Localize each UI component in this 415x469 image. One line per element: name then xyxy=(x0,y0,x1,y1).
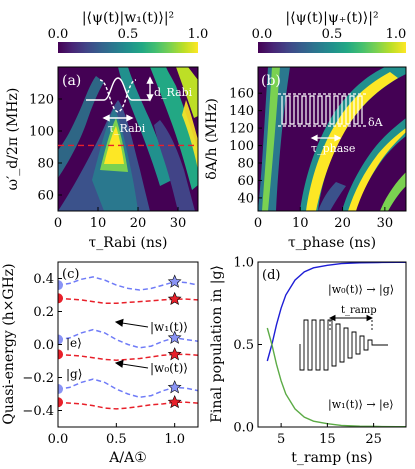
colorbar-b-label: |⟨ψ(t)|ψ₊(t)⟩|² xyxy=(285,10,378,26)
xtick-label: 1.0 xyxy=(164,432,185,447)
colorbar-a-label: |⟨ψ(t)|w₁(t)⟩|² xyxy=(82,10,174,26)
axes-b: 0 10 20 30 40 60 80 100 120 140 160 xyxy=(229,87,393,231)
ytick-label: 1.0 xyxy=(233,256,254,271)
xtick-label: 0 xyxy=(54,216,62,231)
ytick-label: 120 xyxy=(229,122,254,137)
annotation-w1-to-e: |w₁(t)⟩ → |e⟩ xyxy=(328,398,394,412)
xlabel-d: t_ramp (ns) xyxy=(291,450,372,466)
colorbar-b-tick-1: 0.5 xyxy=(322,27,343,42)
xlabel-a: τ_Rabi (ns) xyxy=(89,235,168,251)
annotation-arrows-c xyxy=(114,318,149,369)
colorbar-a-gradient xyxy=(58,42,198,53)
ylabel-d: Final population in |g⟩ xyxy=(209,265,225,423)
ytick-label: 60 xyxy=(37,189,54,204)
colorbar-b-tick-2: 1.0 xyxy=(386,27,407,42)
ytick-label: 0.0 xyxy=(33,338,54,353)
panel-label-a: (a) xyxy=(62,73,81,89)
annotation-w0: |w₀(t)⟩ xyxy=(150,361,188,375)
panel-label-b: (b) xyxy=(261,73,281,89)
plot-c xyxy=(58,274,198,410)
xtick-label: 20 xyxy=(130,216,147,231)
plot-d xyxy=(266,262,406,427)
ytick-label: 0.0 xyxy=(233,421,254,436)
marker-star xyxy=(167,380,182,394)
ytick-label: 140 xyxy=(229,104,254,119)
ytick-label: 0.4 xyxy=(33,272,54,287)
xtick-label: 10 xyxy=(90,216,107,231)
marker-star xyxy=(167,347,182,361)
inset-pulse-a xyxy=(86,76,154,122)
ytick-label: 0.2 xyxy=(33,305,54,320)
ytick-label: −0.2 xyxy=(22,371,54,386)
xtick-label: 15 xyxy=(319,432,336,447)
xtick-label: 20 xyxy=(334,216,351,231)
ytick-label: 80 xyxy=(237,157,254,172)
axes-d: 5 15 25 0.0 0.5 1.0 xyxy=(233,256,382,448)
ytick-label: 100 xyxy=(29,125,54,140)
ytick-label: 100 xyxy=(229,139,254,154)
marker-circle xyxy=(58,334,63,345)
marker-star xyxy=(167,274,182,288)
marker-star xyxy=(167,395,182,409)
annotation-t-ramp: t_ramp xyxy=(341,305,377,316)
marker-circle xyxy=(58,384,63,395)
annotation-e: |e⟩ xyxy=(66,336,82,350)
marker-circle xyxy=(58,349,63,360)
inset-label-delta-a: δA xyxy=(368,116,384,129)
colorbar-a-tick-2: 1.0 xyxy=(188,27,209,42)
xtick-label: 0.0 xyxy=(48,432,69,447)
axes-c: 0.0 0.5 1.0 −0.4 −0.2 0.0 0.2 0.4 xyxy=(22,272,185,447)
frame-b xyxy=(257,66,407,212)
inset-oscillation-b xyxy=(278,93,366,142)
xtick-label: 0 xyxy=(254,216,262,231)
annotation-g: |g⟩ xyxy=(66,367,82,381)
xtick-label: 5 xyxy=(277,432,285,447)
colorbar-b-tick-0: 0.0 xyxy=(252,27,273,42)
annotation-w0-to-g: |w₀(t)⟩ → |g⟩ xyxy=(328,283,394,297)
panel-b: (b) δA τ_phase 0 10 20 30 40 60 80 100 120 140 160… xyxy=(204,66,407,251)
series-line-d-1 xyxy=(266,327,406,427)
ytick-label: 40 xyxy=(237,191,254,206)
panel-c: (c) |e⟩ |g⟩ |w₁(t)⟩ |w₀(t)⟩ 0.0 0.5 1.0 −0.… xyxy=(1,261,199,466)
xtick-label: 25 xyxy=(365,432,382,447)
ylabel-a: ω′_d/2π (MHz) xyxy=(5,88,21,191)
panel-d: (d) |w₀(t)⟩ → |g⟩ |w₁(t)⟩ → |e⟩ t_ramp 5… xyxy=(209,256,407,466)
panel-a: (a) d_Rabi τ_Rabi 0 10 20 30 60 80 100 120 τ_Ra… xyxy=(5,66,199,251)
colorbar-a-tick-1: 0.5 xyxy=(118,27,139,42)
panel-label-c: (c) xyxy=(62,267,79,282)
inset-label-d-rabi: d_Rabi xyxy=(154,86,193,99)
marker-star xyxy=(167,330,182,344)
xtick-label: 30 xyxy=(377,216,394,231)
inset-ramp-d xyxy=(299,314,388,371)
axes-a: 0 10 20 30 60 80 100 120 xyxy=(29,93,186,232)
ytick-label: 0.5 xyxy=(233,338,254,353)
inset-label-tau-rabi: τ_Rabi xyxy=(108,122,146,135)
ylabel-b: δA/h (MHz) xyxy=(204,98,220,180)
colorbar-b-gradient xyxy=(258,42,406,53)
xtick-label: 10 xyxy=(292,216,309,231)
colorbar-a-tick-0: 0.0 xyxy=(48,27,69,42)
ytick-label: 60 xyxy=(237,174,254,189)
colorbar-a: |⟨ψ(t)|w₁(t)⟩|² 0.0 0.5 1.0 xyxy=(48,10,209,53)
ytick-label: −0.4 xyxy=(22,404,54,419)
marker-circle xyxy=(58,293,63,304)
xtick-label: 30 xyxy=(170,216,187,231)
series-line-d-0 xyxy=(266,262,406,362)
xtick-label: 0.5 xyxy=(106,432,127,447)
frame-a xyxy=(57,66,199,212)
ytick-label: 120 xyxy=(29,93,54,108)
panel-label-d: (d) xyxy=(262,268,280,283)
ytick-label: 160 xyxy=(229,87,254,102)
colorbar-b: |⟨ψ(t)|ψ₊(t)⟩|² 0.0 0.5 1.0 xyxy=(252,10,407,53)
annotation-w1: |w₁(t)⟩ xyxy=(150,320,188,334)
ytick-label: 80 xyxy=(37,157,54,172)
xlabel-c: A/A① xyxy=(108,450,147,466)
ylabel-c: Quasi-energy (h×GHz) xyxy=(1,263,17,424)
marker-circle xyxy=(58,397,63,408)
marker-circle xyxy=(58,280,63,291)
marker-star xyxy=(167,291,182,306)
xlabel-b: τ_phase (ns) xyxy=(288,235,376,251)
inset-label-tau-phase: τ_phase xyxy=(311,142,355,155)
